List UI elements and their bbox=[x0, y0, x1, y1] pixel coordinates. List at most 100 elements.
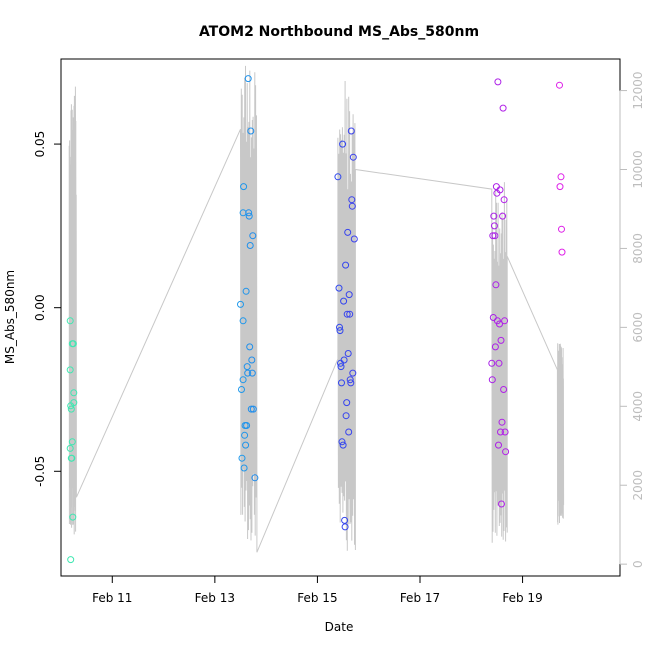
data-point bbox=[499, 212, 507, 220]
data-point bbox=[242, 441, 250, 449]
y2-tick-label: 2000 bbox=[631, 470, 645, 501]
y2-tick-label: 0 bbox=[631, 560, 645, 568]
data-point bbox=[246, 242, 254, 249]
data-point bbox=[343, 399, 351, 407]
data-point bbox=[349, 153, 357, 161]
data-point bbox=[69, 513, 77, 521]
chart-title: ATOM2 Northbound MS_Abs_580nm bbox=[199, 24, 479, 40]
data-point bbox=[244, 369, 252, 377]
data-point bbox=[488, 359, 496, 367]
data-point bbox=[494, 78, 502, 86]
data-point bbox=[69, 340, 77, 348]
data-point bbox=[243, 363, 251, 371]
data-point bbox=[247, 127, 255, 135]
data-point bbox=[244, 75, 252, 83]
data-point bbox=[492, 183, 500, 191]
data-point bbox=[340, 297, 348, 305]
data-point bbox=[495, 359, 503, 367]
data-point bbox=[342, 412, 350, 420]
data-point bbox=[557, 173, 565, 181]
data-point bbox=[335, 284, 343, 292]
data-point bbox=[344, 350, 352, 357]
data-point bbox=[342, 261, 350, 269]
data-point bbox=[500, 386, 508, 393]
data-point bbox=[243, 422, 251, 429]
depth-line-layer bbox=[68, 65, 565, 553]
data-point bbox=[336, 327, 344, 335]
y2-tick-label: 10000 bbox=[631, 150, 645, 188]
data-point bbox=[68, 438, 76, 446]
data-point bbox=[339, 441, 347, 449]
data-point bbox=[498, 418, 506, 426]
data-point bbox=[66, 444, 74, 452]
data-point bbox=[242, 287, 250, 295]
data-point bbox=[336, 323, 343, 331]
data-point bbox=[66, 366, 74, 374]
data-point bbox=[245, 209, 253, 217]
data-point bbox=[499, 104, 507, 112]
data-point bbox=[339, 140, 347, 148]
data-point bbox=[344, 228, 352, 236]
data-point bbox=[348, 196, 356, 204]
data-point bbox=[496, 320, 503, 328]
data-point bbox=[341, 523, 349, 531]
data-point bbox=[70, 399, 78, 407]
data-point bbox=[338, 438, 346, 446]
data-point bbox=[338, 379, 345, 387]
x-tick-label: Feb 13 bbox=[195, 591, 235, 605]
y-tick-label: 0.05 bbox=[33, 131, 47, 158]
data-point bbox=[497, 336, 505, 344]
data-point bbox=[558, 225, 565, 233]
points-layer bbox=[66, 75, 566, 564]
data-point bbox=[238, 454, 246, 462]
data-point bbox=[489, 232, 497, 240]
data-point bbox=[70, 389, 78, 397]
data-point bbox=[249, 405, 257, 413]
data-point bbox=[67, 405, 75, 413]
y2-axis: 0 2000 4000 6000 8000 10000 12000 bbox=[619, 71, 645, 568]
y-axis-label: MS_Abs_580nm bbox=[3, 270, 17, 364]
data-point bbox=[245, 212, 253, 220]
data-point bbox=[347, 127, 355, 135]
data-point bbox=[498, 500, 505, 508]
y-tick-label: 0.00 bbox=[33, 294, 47, 321]
data-point bbox=[240, 183, 248, 191]
data-point bbox=[340, 356, 348, 364]
data-point bbox=[345, 428, 353, 436]
data-point bbox=[337, 363, 345, 371]
data-point bbox=[501, 317, 509, 325]
y2-tick-label: 12000 bbox=[631, 71, 645, 109]
x-tick-label: Feb 19 bbox=[502, 591, 542, 605]
data-point bbox=[556, 81, 563, 89]
y2-tick-label: 8000 bbox=[631, 233, 645, 264]
data-point bbox=[502, 448, 510, 456]
data-point bbox=[347, 379, 355, 387]
data-point bbox=[491, 232, 499, 240]
data-point bbox=[346, 376, 354, 384]
data-point bbox=[501, 428, 509, 436]
data-point bbox=[251, 474, 259, 482]
x-axis: Feb 11 Feb 13 Feb 15 Feb 17 Feb 19 bbox=[92, 575, 543, 605]
data-point bbox=[495, 441, 502, 449]
data-point bbox=[349, 369, 357, 377]
data-point bbox=[497, 428, 504, 436]
data-point bbox=[240, 464, 248, 472]
data-point bbox=[488, 376, 496, 384]
y-tick-label: -0.05 bbox=[33, 456, 47, 487]
data-point bbox=[558, 248, 566, 256]
data-point bbox=[490, 212, 498, 220]
data-point bbox=[239, 376, 247, 384]
data-point bbox=[490, 222, 498, 230]
data-point bbox=[334, 173, 342, 181]
x-tick-label: Feb 15 bbox=[297, 591, 337, 605]
data-point bbox=[67, 556, 75, 564]
data-point bbox=[248, 369, 256, 377]
data-point bbox=[239, 317, 247, 325]
y2-tick-label: 6000 bbox=[631, 312, 645, 343]
data-point bbox=[346, 310, 354, 318]
data-point bbox=[341, 516, 349, 524]
data-point bbox=[496, 186, 504, 194]
x-axis-label: Date bbox=[325, 620, 354, 634]
data-point bbox=[348, 202, 356, 210]
